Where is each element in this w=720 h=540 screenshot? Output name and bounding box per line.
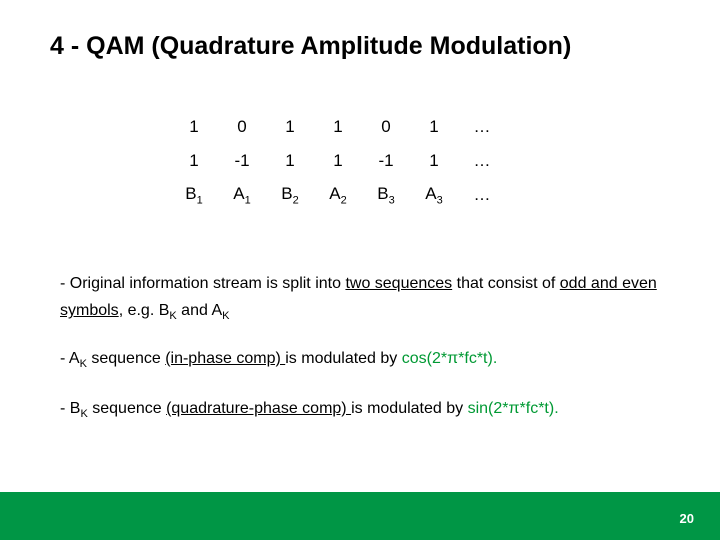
label-cell: A2 bbox=[314, 178, 362, 212]
paragraph-2: - AK sequence (in-phase comp) is modulat… bbox=[60, 345, 660, 374]
footer-bar: 20 bbox=[0, 492, 720, 540]
table-row: 1 0 1 1 0 1 … bbox=[170, 110, 506, 144]
cell: 1 bbox=[266, 110, 314, 144]
table-row: 1 -1 1 1 -1 1 … bbox=[170, 144, 506, 178]
formula-sin: sin(2*π*fc*t). bbox=[468, 400, 559, 417]
table-row-labels: B1 A1 B2 A2 B3 A3 … bbox=[170, 178, 506, 212]
paragraph-3: - BK sequence (quadrature-phase comp) is… bbox=[60, 395, 660, 424]
cell: 1 bbox=[314, 144, 362, 178]
cell: -1 bbox=[362, 144, 410, 178]
cell: 1 bbox=[170, 144, 218, 178]
label-cell: A1 bbox=[218, 178, 266, 212]
bitstream-table: 1 0 1 1 0 1 … 1 -1 1 1 -1 1 … B1 A1 B2 A… bbox=[170, 110, 506, 212]
cell: 0 bbox=[218, 110, 266, 144]
label-cell: B3 bbox=[362, 178, 410, 212]
cell: 0 bbox=[362, 110, 410, 144]
paragraph-1: - Original information stream is split i… bbox=[60, 270, 660, 326]
ellipsis-cell: … bbox=[458, 144, 506, 178]
page-number: 20 bbox=[680, 511, 694, 526]
ellipsis-cell: … bbox=[458, 110, 506, 144]
cell: 1 bbox=[266, 144, 314, 178]
label-cell: A3 bbox=[410, 178, 458, 212]
cell: 1 bbox=[314, 110, 362, 144]
formula-cos: cos(2*π*fc*t). bbox=[402, 350, 498, 367]
cell: 1 bbox=[170, 110, 218, 144]
ellipsis-cell: … bbox=[458, 178, 506, 212]
slide: 4 - QAM (Quadrature Amplitude Modulation… bbox=[0, 0, 720, 540]
cell: 1 bbox=[410, 144, 458, 178]
cell: -1 bbox=[218, 144, 266, 178]
slide-title: 4 - QAM (Quadrature Amplitude Modulation… bbox=[50, 32, 571, 61]
label-cell: B1 bbox=[170, 178, 218, 212]
cell: 1 bbox=[410, 110, 458, 144]
label-cell: B2 bbox=[266, 178, 314, 212]
